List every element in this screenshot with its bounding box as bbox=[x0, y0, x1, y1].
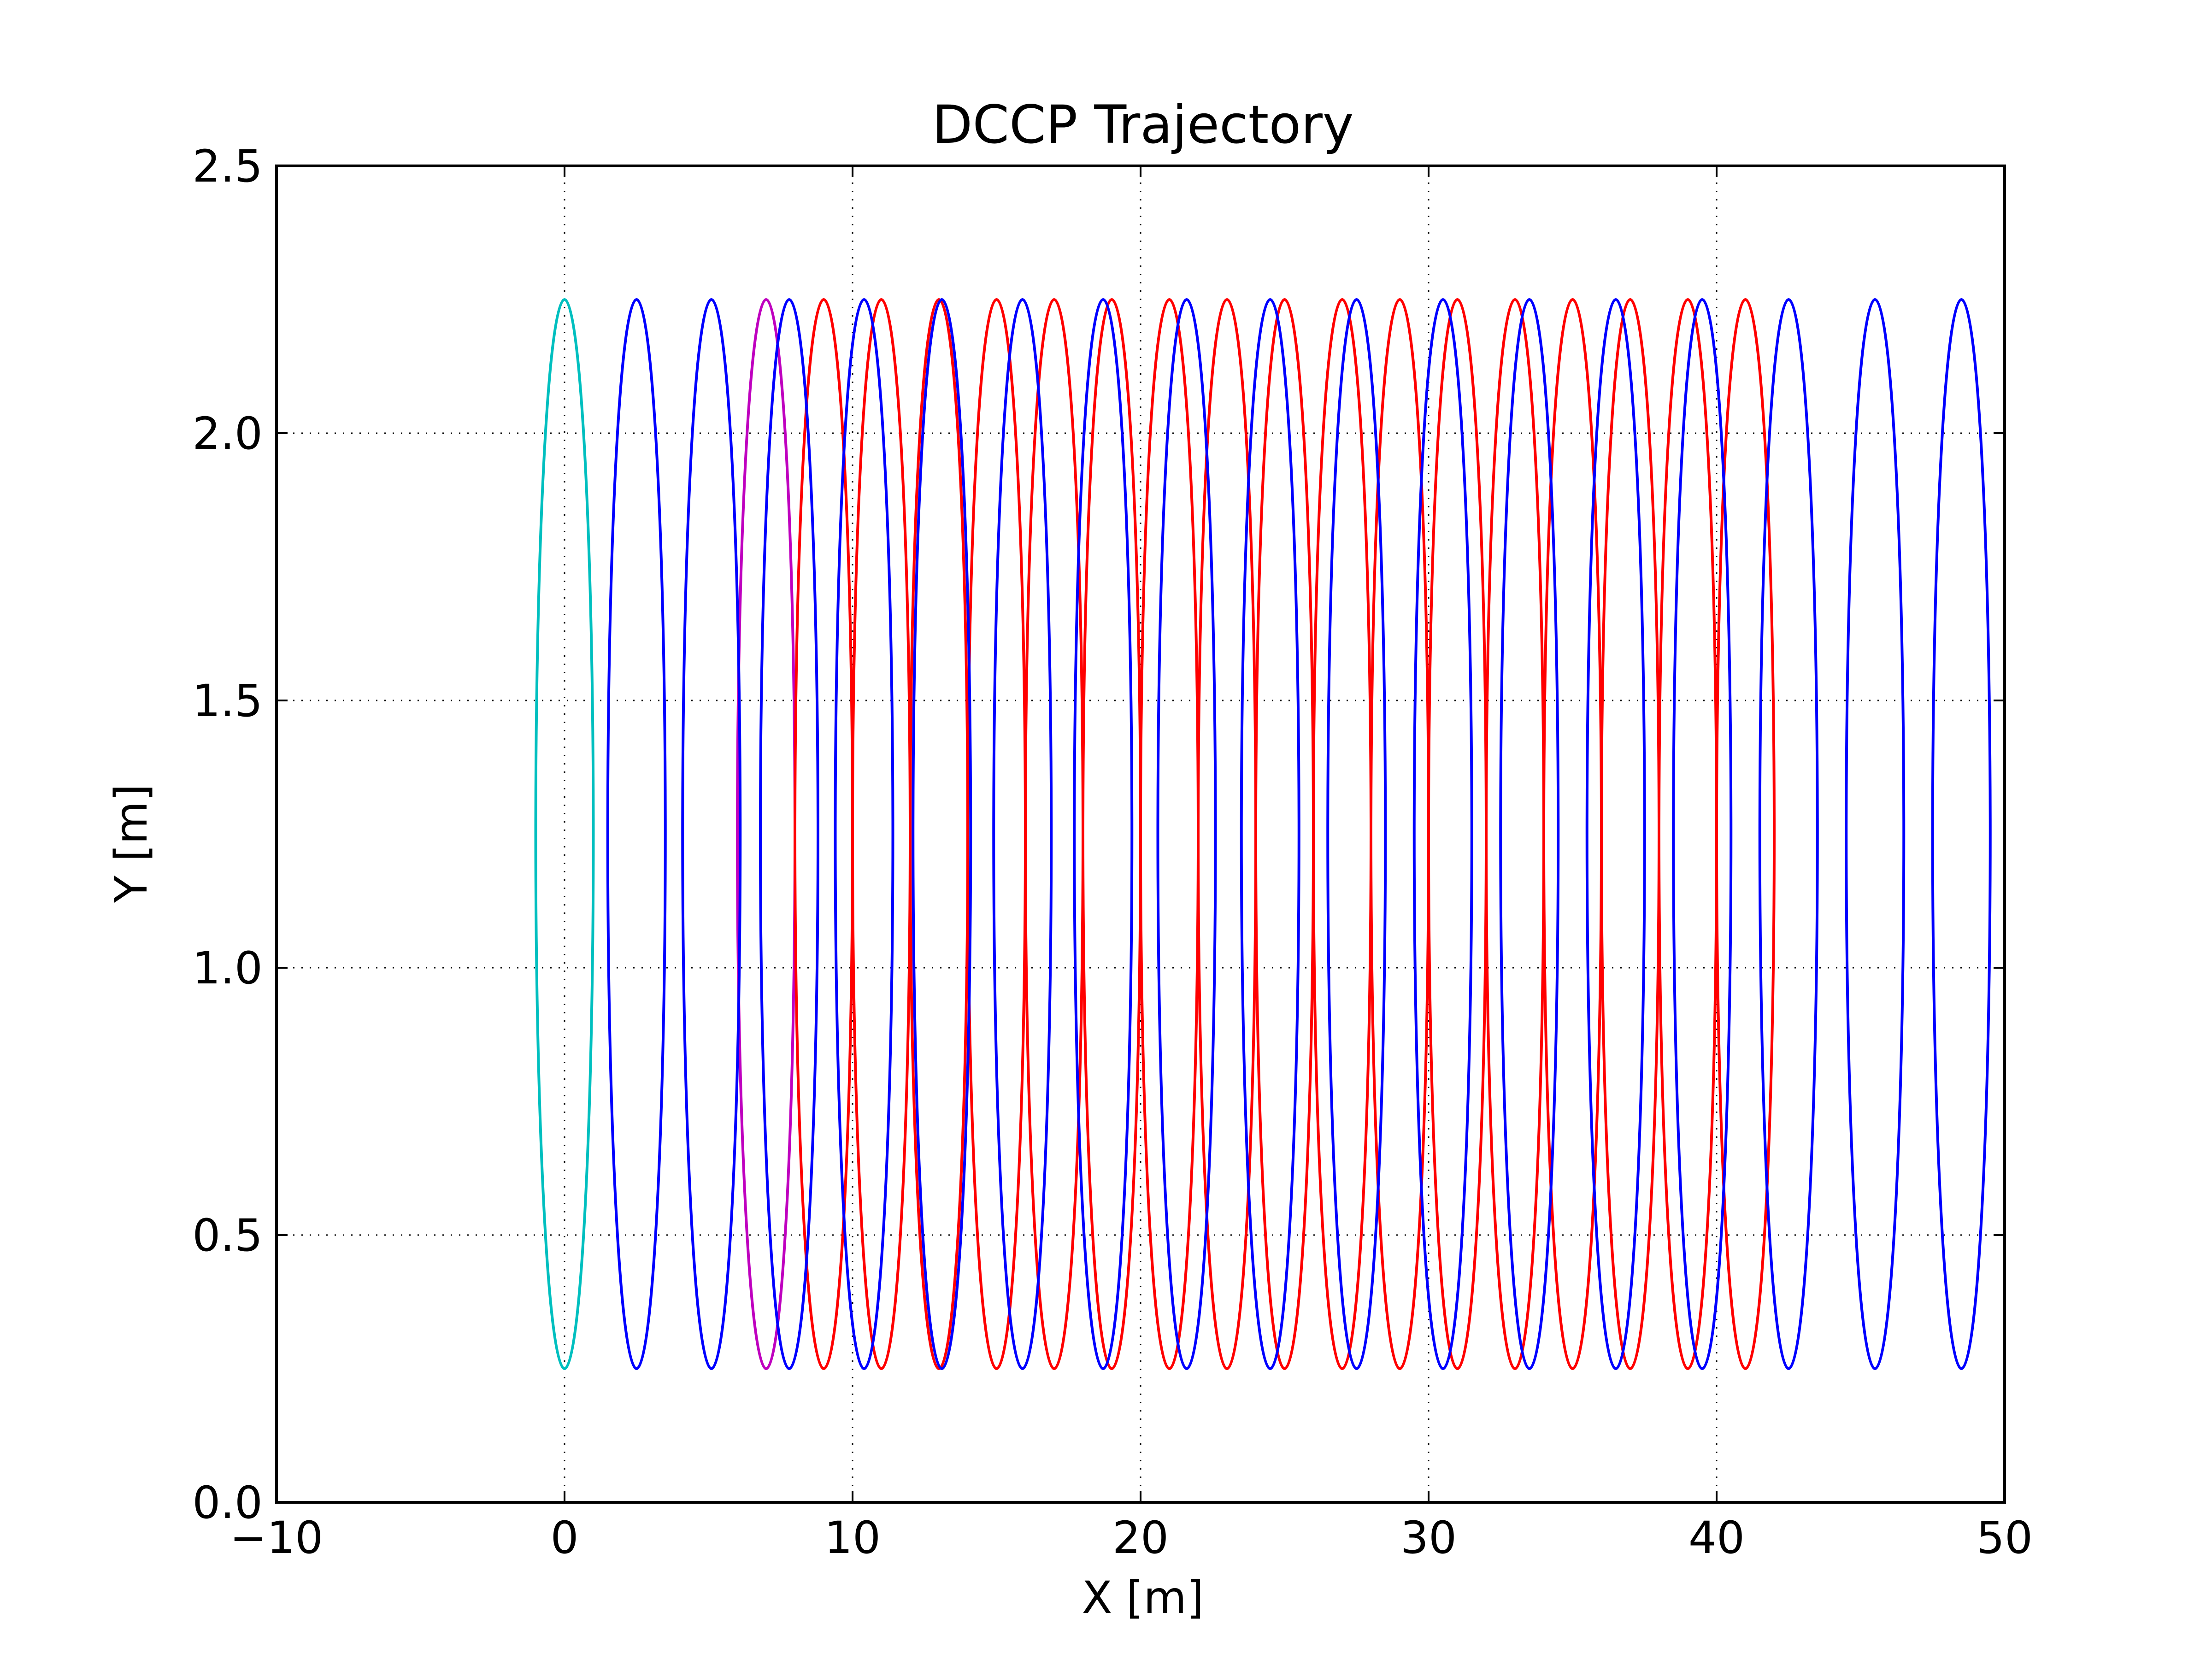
trajectory-loop bbox=[1845, 298, 1906, 1370]
trajectory-loop bbox=[1412, 298, 1473, 1370]
trajectory-loop bbox=[834, 298, 894, 1370]
y-tick-label: 0.0 bbox=[192, 1477, 263, 1529]
x-tick-label: 10 bbox=[824, 1512, 881, 1564]
trajectory-loop bbox=[1240, 298, 1300, 1370]
y-tick-label: 0.5 bbox=[192, 1210, 263, 1261]
trajectory-loop bbox=[992, 298, 1053, 1370]
x-tick-label: 0 bbox=[550, 1512, 578, 1564]
trajectory-loop bbox=[681, 298, 742, 1370]
x-tick-label: 50 bbox=[1977, 1512, 2033, 1564]
plot-series bbox=[534, 298, 1992, 1370]
series-2 bbox=[794, 298, 1776, 1370]
trajectory-loop bbox=[1931, 298, 1992, 1370]
trajectory-loop bbox=[1326, 298, 1387, 1370]
trajectory-loop bbox=[1585, 298, 1646, 1370]
x-tick-label: 40 bbox=[1688, 1512, 1745, 1564]
trajectory-loop bbox=[912, 298, 972, 1370]
trajectory-loop bbox=[606, 298, 667, 1370]
y-tick-label: 1.5 bbox=[192, 675, 263, 727]
trajectory-loop bbox=[1156, 298, 1217, 1370]
x-tick-label: 20 bbox=[1112, 1512, 1169, 1564]
y-axis-label: Y [m] bbox=[106, 784, 157, 903]
trajectory-loop bbox=[1758, 298, 1819, 1370]
trajectory-loop bbox=[1073, 298, 1134, 1370]
trajectory-loop bbox=[759, 298, 819, 1370]
series-3 bbox=[606, 298, 1992, 1370]
axis-ticks: −10 0 10 20 30 40 50 0.0 0.5 1.0 1.5 2.0 2.5 bbox=[192, 141, 2033, 1564]
y-tick-label: 2.5 bbox=[192, 141, 263, 192]
x-axis-label: X [m] bbox=[1082, 1572, 1204, 1624]
trajectory-loop bbox=[534, 298, 595, 1370]
x-tick-label: 30 bbox=[1400, 1512, 1457, 1564]
x-tick-label: −10 bbox=[230, 1512, 324, 1564]
trajectory-loop bbox=[1499, 298, 1560, 1370]
trajectory-loop bbox=[1672, 298, 1733, 1370]
trajectory-loop bbox=[1715, 298, 1776, 1370]
y-tick-label: 2.0 bbox=[192, 408, 263, 459]
y-tick-label: 1.0 bbox=[192, 942, 263, 994]
series-0 bbox=[534, 298, 595, 1370]
chart-title: DCCP Trajectory bbox=[932, 94, 1354, 155]
